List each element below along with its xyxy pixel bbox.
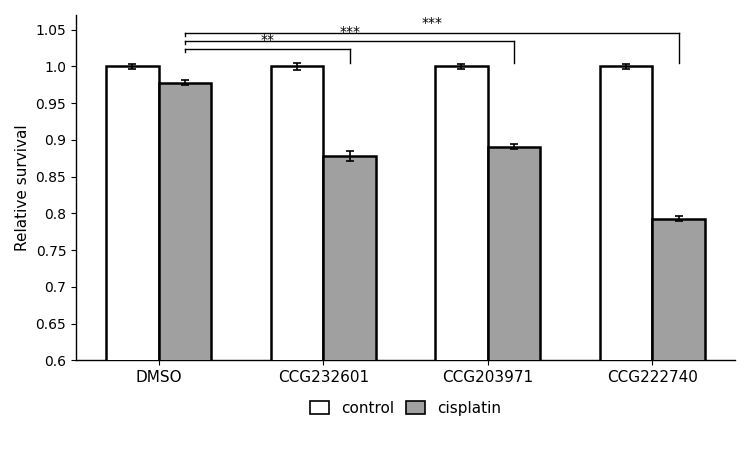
Bar — [159, 83, 212, 462]
Bar — [323, 156, 376, 462]
Y-axis label: Relative survival: Relative survival — [15, 124, 30, 251]
Bar — [271, 67, 323, 462]
Text: ***: *** — [422, 17, 442, 30]
Bar — [106, 67, 159, 462]
Bar — [652, 219, 705, 462]
Bar — [600, 67, 652, 462]
Text: ***: *** — [339, 24, 360, 38]
Text: **: ** — [260, 33, 274, 47]
Legend: control, cisplatin: control, cisplatin — [304, 395, 507, 422]
Bar — [435, 67, 488, 462]
Bar — [488, 146, 541, 462]
